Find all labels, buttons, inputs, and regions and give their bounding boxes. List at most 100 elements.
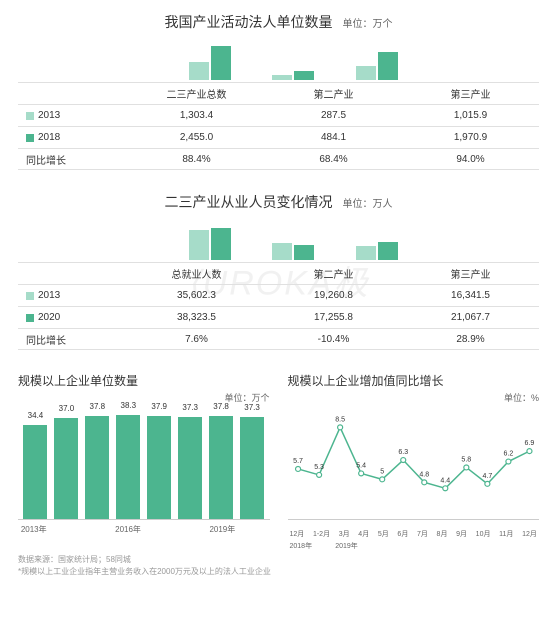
point-value: 5 (380, 468, 384, 475)
table-row: 2013 1,303.4287.51,015.9 (18, 104, 539, 126)
table-cell: 1,303.4 (128, 110, 265, 121)
table-cell: 94.0% (402, 154, 539, 165)
chart3-xaxis: 2013年2016年2019年 (18, 524, 270, 535)
chart4-unit: 单位：% (288, 391, 540, 404)
chart3-unit: 单位：万个 (18, 391, 270, 404)
section-legal-entities: 我国产业活动法人单位数量 单位：万个 二三产业总数第二产业第三产业20131,3… (18, 12, 539, 170)
chart4-xaxis: 12月1-2月3月4月5月6月7月8月9月10月11月12月 (288, 529, 540, 539)
chart4-line: 5.75.38.55.456.34.84.45.84.76.26.9 (288, 410, 540, 520)
point-value: 8.5 (335, 416, 345, 423)
bar-2013 (356, 66, 376, 80)
bar-pair (356, 220, 398, 260)
point-value: 4.7 (482, 473, 492, 480)
x-tick: 11月 (499, 529, 513, 539)
bar-value: 37.8 (90, 402, 106, 411)
chart4-xaxis-extra: 2018年2019年 (288, 541, 540, 551)
table-col-header: 总就业人数 (128, 266, 265, 281)
table-col-header: 二三产业总数 (128, 86, 265, 101)
bar-later (211, 228, 231, 260)
line-point (421, 480, 426, 485)
table-cell: 7.6% (128, 334, 265, 345)
row-label-text: 2018 (38, 132, 60, 143)
row-label-text: 同比增长 (26, 152, 66, 167)
x-tick: 6月 (397, 529, 408, 539)
bar-later (378, 52, 398, 80)
bar: 37.9 (147, 416, 171, 519)
bar-value: 37.8 (213, 402, 229, 411)
bar-later (294, 71, 314, 80)
line-point (463, 465, 468, 470)
point-value: 6.2 (503, 451, 513, 458)
table-col-header: 第三产业 (402, 86, 539, 101)
table-row: 201335,602.319,260.816,341.5 (18, 284, 539, 306)
table-cell: 88.4% (128, 154, 265, 165)
table-cell: 2,455.0 (128, 132, 265, 143)
table-row: 同比增长7.6%-10.4%28.9% (18, 328, 539, 350)
row-label: 2020 (18, 312, 128, 323)
legend-swatch (26, 134, 34, 142)
x-year-label: 2018年 (288, 541, 326, 551)
bar-2013 (189, 62, 209, 80)
x-label: 2016年 (112, 524, 143, 535)
bar-2013 (272, 243, 292, 260)
bar-value: 38.3 (120, 401, 136, 410)
bar-later (378, 242, 398, 260)
table-cell: 1,015.9 (402, 110, 539, 121)
footer-note: *规模以上工业企业指年主营业务收入在2000万元及以上的法人工业企业 (18, 566, 539, 578)
bar: 37.0 (54, 418, 78, 519)
x-label: 2013年 (18, 524, 49, 535)
bar: 37.8 (209, 416, 233, 519)
table-col-header: 第三产业 (402, 266, 539, 281)
table-cell: 35,602.3 (128, 290, 265, 301)
line-point (316, 472, 321, 477)
bar: 37.3 (240, 417, 264, 519)
line-point (358, 471, 363, 476)
table-cell: 484.1 (265, 132, 402, 143)
row-label-text: 2013 (38, 110, 60, 121)
section-employees: 二三产业从业人员变化情况 单位：万人 总就业人数第二产业第三产业201335,6… (18, 192, 539, 350)
bar: 38.3 (116, 415, 140, 519)
point-value: 4.4 (440, 477, 450, 484)
chart1-title: 我国产业活动法人单位数量 (165, 12, 333, 32)
bar-2013 (189, 230, 209, 260)
x-label (81, 524, 112, 535)
footer-notes: 数据来源：国家统计局；58同城 *规模以上工业企业指年主营业务收入在2000万元… (18, 554, 539, 578)
chart2-table: 总就业人数第二产业第三产业201335,602.319,260.816,341.… (18, 262, 539, 350)
row-label-text: 2020 (38, 312, 60, 323)
footer-source: 数据来源：国家统计局；58同城 (18, 554, 539, 566)
table-col-header: 第二产业 (265, 86, 402, 101)
bar-pair (189, 220, 231, 260)
table-cell: 38,323.5 (128, 312, 265, 323)
bar: 37.8 (85, 416, 109, 519)
table-cell: -10.4% (265, 334, 402, 345)
row-label: 同比增长 (18, 152, 128, 167)
legend-swatch (26, 292, 34, 300)
x-tick: 10月 (476, 529, 491, 539)
point-value: 5.4 (356, 463, 366, 470)
x-label (144, 524, 175, 535)
bar-value: 37.3 (244, 403, 260, 412)
table-cell: 287.5 (265, 110, 402, 121)
point-value: 6.3 (398, 449, 408, 456)
line-point (505, 459, 510, 464)
table-header: 二三产业总数第二产业第三产业 (18, 82, 539, 104)
row-label: 2013 (18, 290, 128, 301)
x-tick: 7月 (417, 529, 428, 539)
table-cell: 68.4% (265, 154, 402, 165)
x-tick: 9月 (456, 529, 467, 539)
legend-swatch (26, 112, 34, 120)
line-point (484, 481, 489, 486)
row-label: 2018 (18, 132, 128, 143)
point-value: 5.8 (461, 457, 471, 464)
table-row: 同比增长 88.4%68.4%94.0% (18, 148, 539, 170)
line-path (298, 427, 529, 488)
bar-value: 37.9 (151, 402, 167, 411)
bar-value: 34.4 (28, 411, 44, 420)
x-tick: 4月 (358, 529, 369, 539)
chart3-bars: 34.437.037.838.337.937.337.837.3 (18, 410, 270, 520)
chart1-bars (18, 40, 539, 80)
x-tick: 3月 (339, 529, 350, 539)
x-tick: 8月 (437, 529, 448, 539)
panel-enterprise-count: 规模以上企业单位数量 单位：万个 34.437.037.838.337.937.… (18, 372, 270, 540)
line-point (526, 449, 531, 454)
